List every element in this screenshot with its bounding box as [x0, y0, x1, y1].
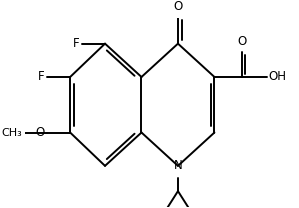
Text: OH: OH — [269, 71, 287, 83]
Text: N: N — [174, 159, 182, 172]
Text: O: O — [173, 0, 183, 13]
Text: CH₃: CH₃ — [1, 128, 22, 137]
Text: O: O — [36, 126, 45, 139]
Text: O: O — [237, 35, 246, 48]
Text: F: F — [73, 37, 80, 50]
Text: F: F — [38, 71, 45, 83]
